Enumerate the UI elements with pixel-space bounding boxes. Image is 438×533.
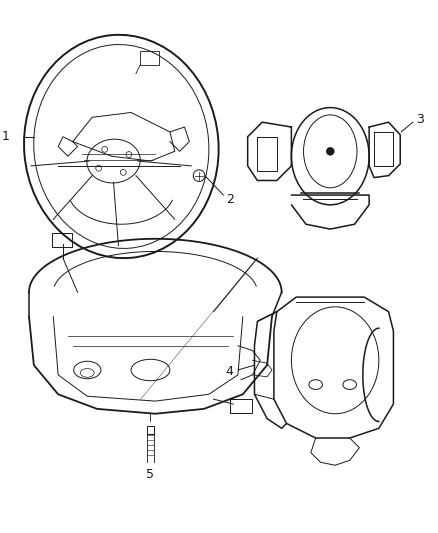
Text: 4: 4 <box>225 366 233 378</box>
Text: 5: 5 <box>146 469 155 481</box>
Circle shape <box>326 148 334 155</box>
Text: 3: 3 <box>416 113 424 126</box>
Bar <box>147 426 154 434</box>
Text: 2: 2 <box>226 193 234 206</box>
Text: 1: 1 <box>2 130 10 143</box>
